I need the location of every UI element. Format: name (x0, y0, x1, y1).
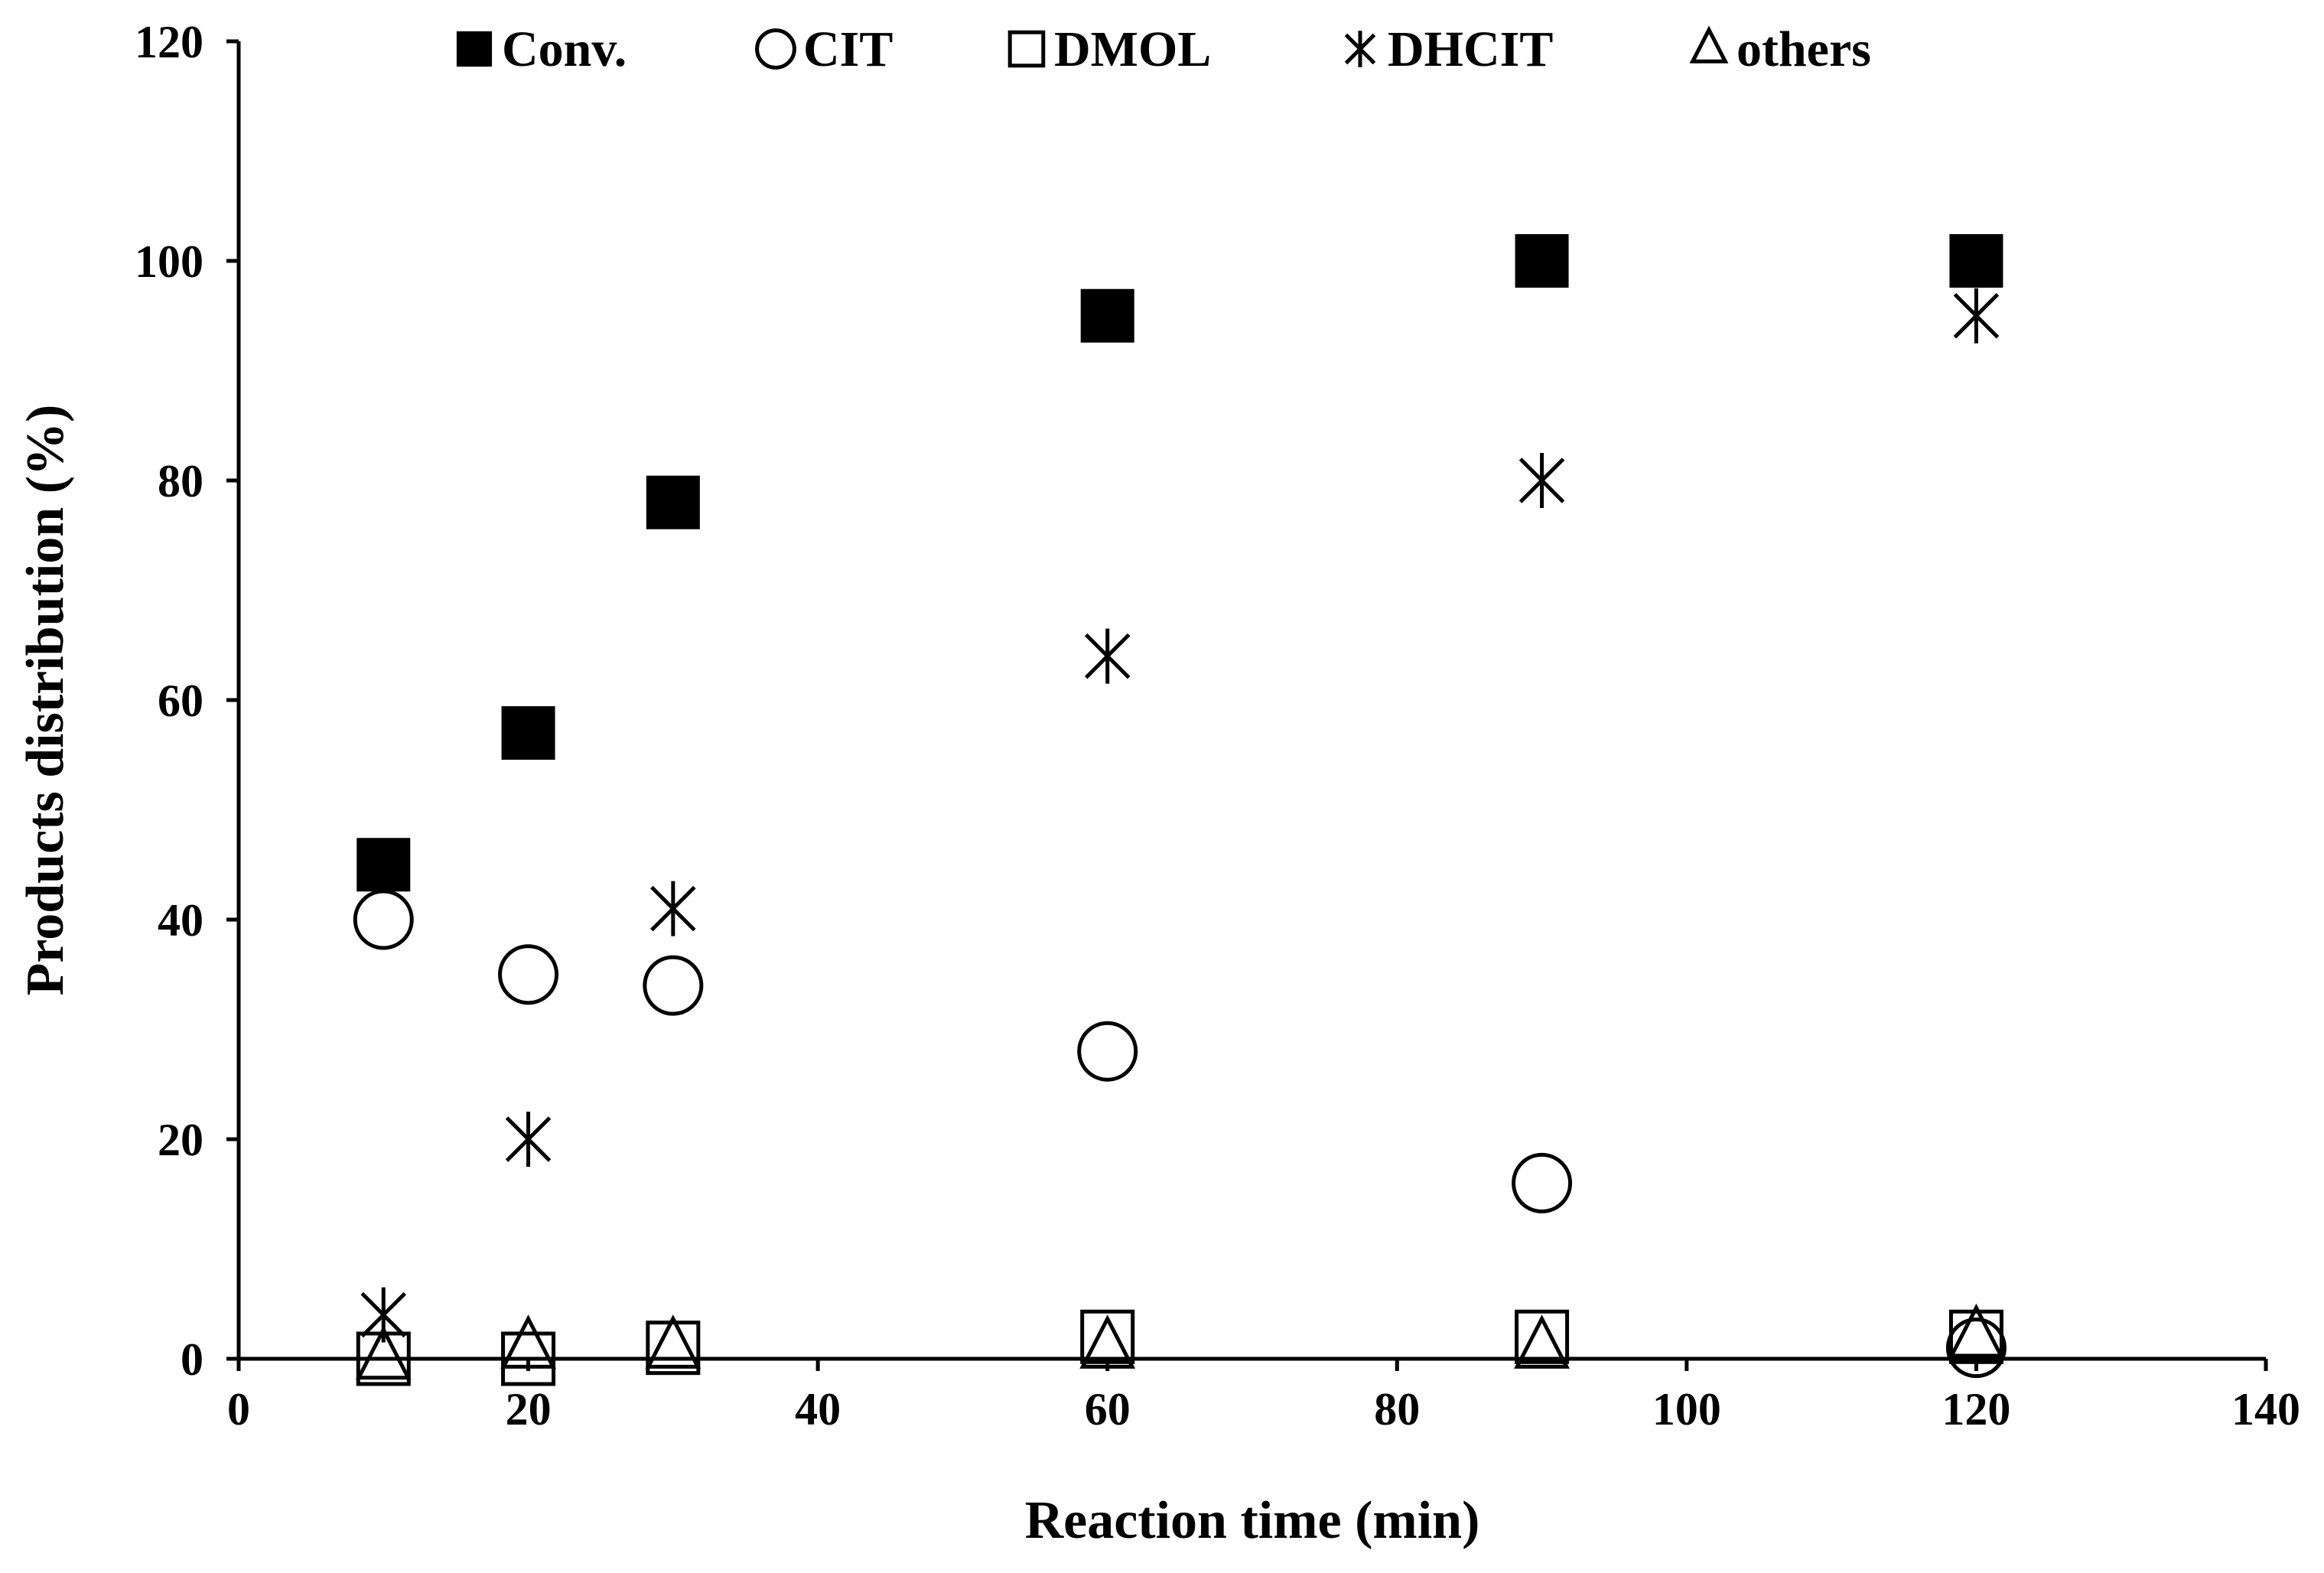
point-conv (1080, 288, 1134, 343)
legend: Conv. CIT DMOL DHCIT others (456, 21, 1871, 77)
y-tick-label: 0 (181, 1334, 203, 1385)
x-tick-label: 60 (1085, 1384, 1131, 1435)
legend-marker-dhcit (1344, 31, 1376, 67)
x-tick-label: 40 (795, 1384, 841, 1435)
legend-label-others: others (1736, 21, 1871, 77)
x-ticks: 0 20 40 60 80 100 120 140 (227, 1359, 2300, 1435)
legend-item-dmol: DMOL (1007, 21, 1211, 77)
y-tick-label: 60 (158, 676, 203, 726)
x-tick-label: 100 (1652, 1384, 1721, 1435)
point-dmol (501, 1331, 556, 1386)
series-dhcit (360, 288, 2000, 1343)
legend-item-dhcit: DHCIT (1344, 21, 1553, 77)
series-cit (353, 889, 2007, 1379)
point-conv (646, 475, 700, 529)
y-tick-label: 40 (158, 895, 203, 946)
legend-label-dhcit: DHCIT (1388, 21, 1553, 77)
legend-marker-conv (456, 31, 493, 67)
point-cit (498, 944, 559, 1005)
y-axis-title: Products distribution (%) (16, 405, 75, 996)
point-dhcit (505, 1112, 552, 1167)
point-dhcit (650, 881, 696, 936)
x-tick-label: 120 (1942, 1384, 2010, 1435)
point-others (1514, 1314, 1570, 1369)
series-conv (356, 234, 2003, 892)
y-tick-label: 80 (158, 456, 203, 506)
point-others (645, 1314, 701, 1369)
y-tick-label: 20 (158, 1115, 203, 1165)
legend-marker-cit (755, 28, 796, 70)
x-tick-label: 140 (2231, 1384, 2300, 1435)
point-cit (1945, 1317, 2007, 1379)
point-others (355, 1325, 412, 1380)
y-tick-label: 100 (135, 236, 203, 287)
point-cit (353, 889, 414, 950)
x-tick-label: 20 (506, 1384, 552, 1435)
point-dmol (1515, 1309, 1570, 1364)
legend-item-cit: CIT (755, 21, 893, 77)
legend-label-conv: Conv. (502, 21, 627, 77)
point-conv (1949, 234, 2003, 288)
point-cit (1077, 1021, 1138, 1082)
point-dhcit (1953, 288, 2000, 344)
point-dhcit (1518, 453, 1565, 508)
x-tick-label: 0 (227, 1384, 250, 1435)
point-conv (356, 838, 411, 892)
legend-item-others: others (1689, 21, 1871, 77)
series-dmol (356, 1309, 2003, 1386)
point-others (1948, 1303, 2004, 1358)
axes: 0 20 40 60 80 100 120 140 0 20 40 60 80 100 120 (135, 17, 2300, 1435)
legend-label-dmol: DMOL (1054, 21, 1211, 77)
legend-label-cit: CIT (803, 21, 893, 77)
legend-marker-dmol (1007, 30, 1046, 68)
point-conv (1515, 234, 1569, 288)
series-others (355, 1303, 2004, 1380)
point-cit (1512, 1152, 1573, 1213)
point-dhcit (1084, 628, 1131, 684)
point-others (1079, 1314, 1136, 1369)
point-cit (643, 955, 704, 1016)
plot-marks (353, 234, 2007, 1386)
y-ticks: 0 20 40 60 80 100 120 (135, 17, 239, 1385)
point-dmol (1080, 1309, 1135, 1364)
x-tick-label: 80 (1374, 1384, 1420, 1435)
legend-item-conv: Conv. (456, 21, 627, 77)
point-conv (501, 706, 555, 760)
y-tick-label: 120 (135, 17, 203, 67)
point-others (500, 1314, 556, 1369)
legend-marker-others (1689, 25, 1729, 64)
x-axis-title: Reaction time (min) (1025, 1491, 1480, 1550)
